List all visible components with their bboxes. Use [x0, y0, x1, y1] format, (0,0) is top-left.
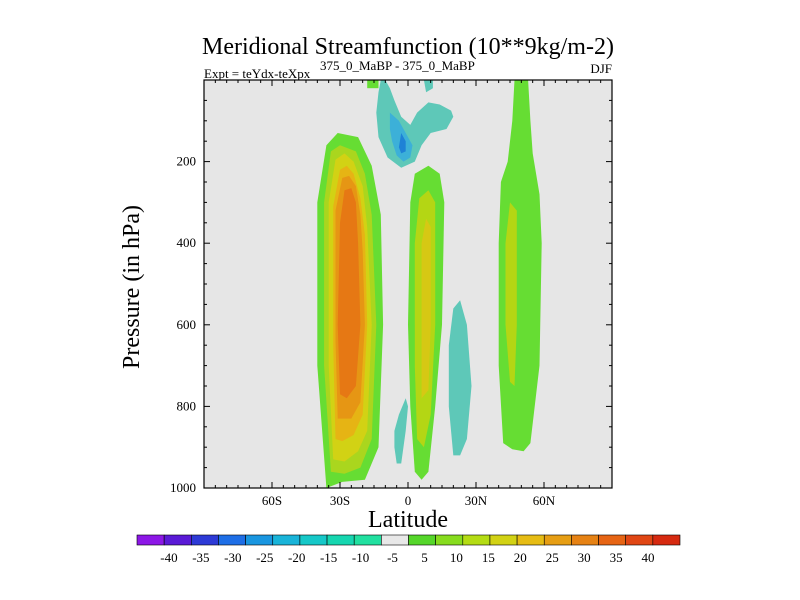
colorbar-swatch	[353, 534, 382, 546]
colorbar-label: -20	[288, 550, 305, 565]
y-tick-label: 600	[177, 317, 197, 332]
colorbar-swatch	[191, 534, 219, 546]
y-tick-label: 1000	[170, 480, 196, 495]
contour-region-5	[337, 188, 361, 399]
x-tick-label: 0	[405, 493, 412, 508]
contour-region-11	[505, 202, 517, 386]
colorbar-label: -10	[352, 550, 369, 565]
axis-ticks	[204, 80, 612, 489]
colorbar-label: 40	[642, 550, 655, 565]
colorbar-label: -35	[192, 550, 209, 565]
colorbar-labels: -40 -35 -30 -25 -20 -15 -10 -5 5 10 15 20 25 30 35 40	[160, 550, 654, 565]
colorbar-swatch	[218, 534, 246, 546]
colorbar-swatch	[625, 534, 654, 546]
season-label: DJF	[590, 61, 612, 76]
colorbar-swatch	[598, 534, 626, 546]
colorbar-swatch	[543, 534, 572, 546]
contour-region-9	[367, 80, 379, 89]
colorbar	[136, 534, 681, 546]
colorbar-swatch	[571, 534, 599, 546]
x-axis-label: Latitude	[368, 507, 448, 533]
colorbar-swatch	[272, 534, 301, 546]
colorbar-label: 25	[546, 550, 559, 565]
colorbar-swatch	[435, 534, 464, 546]
chart-title: Meridional Streamfunction (10**9kg/m-2)	[202, 34, 614, 60]
colorbar-label: -25	[256, 550, 273, 565]
x-tick-label: 30N	[465, 493, 488, 508]
colorbar-swatch	[652, 534, 681, 546]
y-tick-labels: 200 400 600 800 1000	[170, 154, 196, 495]
contour-region-17	[448, 300, 472, 456]
colorbar-label: 15	[482, 550, 495, 565]
colorbar-swatch	[136, 534, 165, 546]
colorbar-label: -5	[387, 550, 398, 565]
experiment-label: Expt = teYdx-teXpx	[204, 66, 311, 81]
colorbar-label: 35	[610, 550, 623, 565]
colorbar-swatch	[381, 534, 409, 546]
y-tick-label: 800	[177, 398, 197, 413]
contour-region-16	[394, 398, 408, 464]
y-tick-label: 200	[177, 154, 197, 169]
colorbar-swatch	[163, 534, 192, 546]
colorbar-swatch	[326, 534, 355, 546]
contour-region-8	[421, 218, 431, 399]
colorbar-swatch	[245, 534, 274, 546]
colorbar-label: 5	[421, 550, 428, 565]
colorbar-label: 30	[578, 550, 591, 565]
colorbar-label: -40	[160, 550, 177, 565]
experiment-superscript: 375_0_MaBP - 375_0_MaBP	[320, 58, 475, 73]
colorbar-swatch	[489, 534, 518, 546]
colorbar-swatch	[516, 534, 545, 546]
colorbar-swatch	[299, 534, 328, 546]
colorbar-label: -30	[224, 550, 241, 565]
colorbar-swatch	[462, 534, 491, 546]
contour-fills	[317, 80, 542, 488]
colorbar-label: 10	[450, 550, 463, 565]
y-axis-label: Pressure (in hPa)	[119, 205, 145, 369]
x-tick-label: 30S	[330, 493, 350, 508]
colorbar-label: 20	[514, 550, 527, 565]
colorbar-label: -15	[320, 550, 337, 565]
y-tick-label: 400	[177, 235, 197, 250]
x-tick-label: 60N	[533, 493, 556, 508]
contour-region-15	[423, 80, 433, 93]
x-tick-labels: 60S 30S 0 30N 60N	[262, 493, 556, 508]
x-tick-label: 60S	[262, 493, 282, 508]
contour-region-14	[398, 133, 406, 154]
colorbar-swatch	[408, 534, 436, 546]
